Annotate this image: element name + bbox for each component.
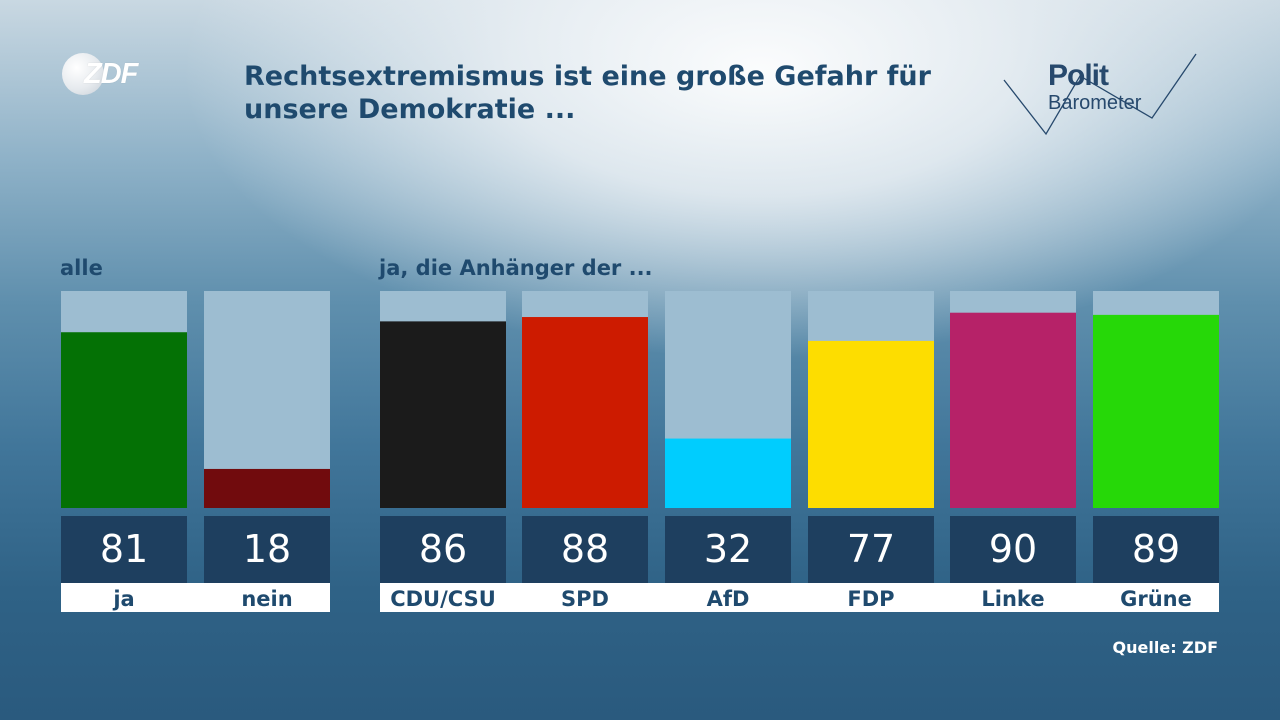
- zdf-logo: ZDF: [62, 53, 144, 95]
- category-label-6: Linke: [981, 587, 1044, 611]
- zdf-logo-text: ZDF: [84, 58, 138, 90]
- value-label-1: 18: [243, 527, 291, 571]
- politbarometer-zigzag-icon: [1003, 53, 1197, 136]
- value-box-5: [808, 516, 934, 583]
- value-label-2: 86: [419, 527, 467, 571]
- value-label-5: 77: [847, 527, 895, 571]
- zdf-logo-disc: [62, 53, 104, 95]
- category-label-2: CDU/CSU: [390, 587, 496, 611]
- bar-7: [1093, 314, 1219, 508]
- category-label-7: Grüne: [1120, 587, 1192, 611]
- group-label-parties: ja, die Anhänger der ...: [379, 256, 653, 280]
- value-label-6: 90: [989, 527, 1037, 571]
- politbarometer-barometer: Barometer: [1048, 92, 1142, 114]
- politbarometer-logo: Polit Barometer: [1002, 50, 1202, 140]
- value-box-6: [950, 516, 1076, 583]
- bar-0: [61, 332, 187, 508]
- value-box-7: [1093, 516, 1219, 583]
- value-label-0: 81: [100, 527, 148, 571]
- value-box-3: [522, 516, 648, 583]
- bar-2: [380, 321, 506, 508]
- category-label-5: FDP: [847, 587, 894, 611]
- category-label-0: ja: [112, 587, 134, 611]
- bar-1: [204, 468, 330, 508]
- politbarometer-polit: Polit: [1048, 59, 1109, 92]
- category-label-1: nein: [241, 587, 292, 611]
- label-strip-all: [61, 583, 330, 612]
- bar-5: [808, 340, 934, 508]
- chart-title: Rechtsextremismus ist eine große Gefahr …: [244, 61, 931, 125]
- category-label-3: SPD: [561, 587, 609, 611]
- bar-3: [522, 317, 648, 508]
- value-label-3: 88: [561, 527, 609, 571]
- bar-4: [665, 438, 791, 508]
- source-label: Quelle: ZDF: [1112, 638, 1218, 657]
- value-box-0: [61, 516, 187, 583]
- value-box-4: [665, 516, 791, 583]
- bar-6: [950, 312, 1076, 508]
- value-label-4: 32: [704, 527, 752, 571]
- group-label-all: alle: [60, 256, 103, 280]
- value-label-7: 89: [1132, 527, 1180, 571]
- value-box-1: [204, 516, 330, 583]
- category-label-4: AfD: [707, 587, 750, 611]
- label-strip-parties: [380, 583, 1219, 612]
- value-box-2: [380, 516, 506, 583]
